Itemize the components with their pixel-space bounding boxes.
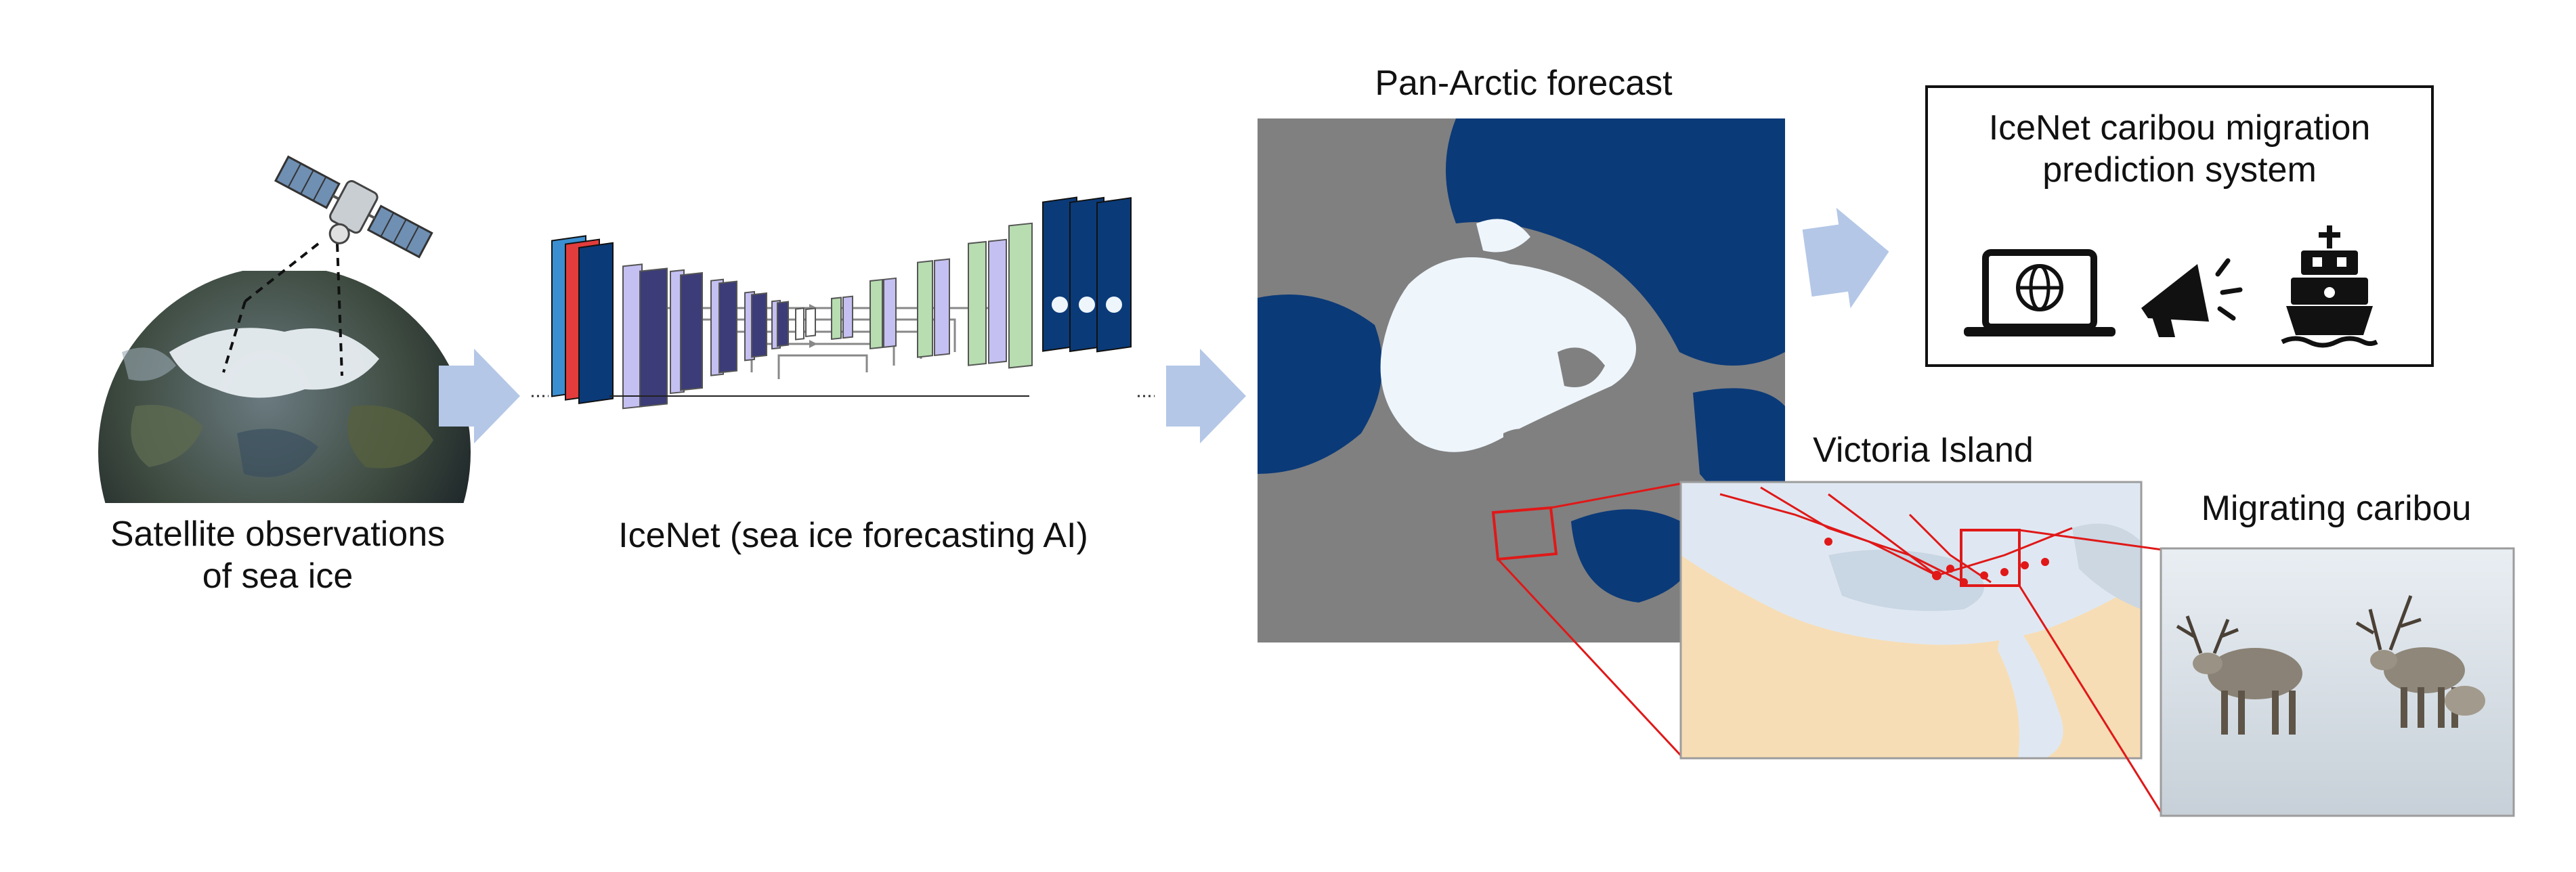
output-map-stack	[1042, 196, 1132, 353]
migration-tracks	[1719, 486, 2073, 584]
prediction-system-box	[1925, 85, 2434, 367]
flow-arrow-2	[1166, 349, 1246, 443]
ship-icon	[2281, 225, 2378, 348]
icenet-label: IceNet (sea ice forecasting AI)	[618, 516, 1088, 555]
pan-arctic-title: Pan-Arctic forecast	[1375, 64, 1673, 103]
input-map-stack	[551, 235, 614, 404]
satellite-label-line1: Satellite observations	[110, 515, 446, 554]
satellite-icon	[274, 155, 433, 259]
system-title: IceNet caribou migration prediction syst…	[1930, 107, 2429, 192]
satellite-label: Satellite observations of sea ice	[74, 513, 481, 598]
earth-globe-icon	[98, 242, 471, 503]
icenet-unet-diagram	[532, 196, 1155, 410]
system-title-line2: prediction system	[2042, 150, 2317, 190]
satellite-label-line2: of sea ice	[202, 557, 353, 596]
victoria-island-title: Victoria Island	[1813, 431, 2034, 470]
laptop-globe-icon	[1964, 249, 2116, 336]
caribou-photo	[2160, 547, 2515, 817]
caribou-title: Migrating caribou	[2201, 489, 2472, 528]
system-title-line1: IceNet caribou migration	[1988, 108, 2371, 148]
victoria-island-map	[1679, 481, 2164, 815]
flow-arrow-3	[1802, 207, 1889, 309]
megaphone-icon	[2141, 258, 2243, 337]
flow-arrow-1	[439, 349, 520, 443]
